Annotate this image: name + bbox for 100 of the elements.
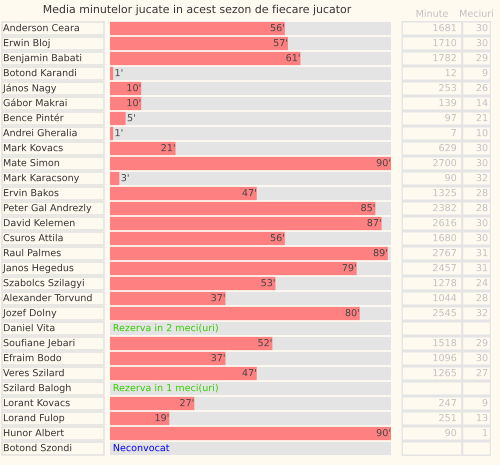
- data-label: 1518: [433, 339, 456, 346]
- y-tick-label: Alexander Torvund: [3, 294, 92, 302]
- y-tick-label: Mate Simon: [4, 158, 60, 166]
- y-tick-label: Jozef Dolny: [2, 308, 56, 318]
- bar: [110, 126, 114, 140]
- data-label: 2457: [433, 264, 456, 272]
- data-label: 90': [376, 429, 390, 436]
- y-tick-label: Gábor Makrai: [4, 98, 66, 106]
- data-label: 2545: [433, 309, 456, 316]
- data-label: 1': [116, 69, 122, 76]
- data-label: 9: [482, 399, 488, 406]
- data-label: 251: [439, 414, 456, 422]
- y-tick-label: Veres Szilard: [3, 368, 64, 376]
- data-label: 30: [476, 354, 488, 362]
- y-tick-label: Efraim Bodo: [4, 354, 62, 362]
- data-label: 1680: [433, 234, 456, 242]
- data-label: 1044: [433, 294, 456, 302]
- text: Meciuri: [460, 10, 493, 17]
- data-label: 9: [482, 69, 488, 76]
- y-tick-label: János Nagy: [2, 84, 56, 94]
- data-label: 57': [274, 39, 288, 46]
- data-label: 1681: [433, 24, 456, 32]
- data-label: 2616: [433, 219, 456, 226]
- data-label: 2382: [433, 204, 456, 212]
- y-tick-label: Mark Karacsony: [4, 174, 80, 184]
- data-label: 629: [439, 144, 456, 152]
- y-tick-label: Szabolcs Szilagyi: [4, 278, 84, 288]
- data-label: 37': [211, 354, 225, 362]
- y-tick-label: Andrei Gheralia: [3, 128, 77, 136]
- data-label: 53': [261, 279, 275, 286]
- data-label: 3': [122, 174, 129, 182]
- data-label: 30: [476, 144, 488, 152]
- data-label: 47': [242, 189, 256, 196]
- data-label: 1710: [433, 39, 456, 46]
- data-label: 24: [476, 279, 488, 286]
- bar: [110, 172, 120, 186]
- data-label: 56': [270, 24, 284, 32]
- data-label: 56': [270, 234, 284, 242]
- y-tick-label: Soufiane Jebari: [4, 338, 74, 348]
- data-label: 30: [476, 159, 488, 166]
- data-label: 31: [476, 249, 488, 256]
- y-tick-label: Lorand Fulop: [4, 414, 64, 424]
- data-label: 1096: [433, 354, 456, 362]
- y-tick-label: Benjamin Babati: [4, 54, 82, 64]
- data-label: 21': [161, 144, 175, 152]
- data-label: 87': [367, 219, 381, 226]
- data-label: 2700: [433, 159, 456, 166]
- bar: [110, 412, 170, 426]
- y-tick-label: Erwin Bloj: [4, 38, 50, 48]
- data-label: 32: [476, 174, 488, 182]
- data-label: 85': [361, 204, 374, 212]
- y-tick-label: Ervin Bakos: [4, 188, 58, 196]
- data-label: 31: [476, 264, 488, 272]
- data-label: 1325: [433, 189, 456, 196]
- annotation: Neconvocat: [114, 444, 170, 452]
- bar: [110, 112, 126, 126]
- data-label: 28: [476, 189, 488, 196]
- data-label: 1: [483, 429, 488, 436]
- data-label: 1782: [433, 54, 456, 62]
- y-tick-label: Lorant Kovacs: [4, 399, 70, 406]
- data-label: 139: [440, 99, 456, 106]
- chart-title: Media minutelor jucate in acest sezon de fiecare jucator: [44, 4, 352, 16]
- data-label: 19': [156, 414, 168, 422]
- y-tick-label: Anderson Ceara: [3, 24, 79, 32]
- data-label: 10': [127, 99, 140, 106]
- data-label: 5': [128, 114, 135, 122]
- y-tick-label: Janos Hegedus: [2, 264, 74, 274]
- data-label: 29: [476, 54, 488, 62]
- data-label: 80': [346, 309, 359, 316]
- data-label: 13: [476, 414, 488, 422]
- y-tick-label: Csuros Attila: [4, 234, 63, 242]
- annotation: Rezerva in 1 meci(uri): [114, 384, 218, 392]
- data-label: 97: [445, 114, 456, 122]
- y-tick-label: Peter Gal Andrezly: [4, 204, 92, 214]
- data-label: 1265: [433, 369, 456, 376]
- data-label: 61': [286, 54, 300, 62]
- data-label: 28: [476, 294, 488, 302]
- data-label: 12: [446, 69, 456, 76]
- bar: [110, 142, 176, 156]
- data-label: 26: [476, 84, 488, 92]
- data-label: 47': [242, 369, 256, 376]
- data-label: 30: [476, 24, 488, 32]
- data-label: 30: [476, 234, 488, 242]
- data-label: 90: [445, 174, 456, 182]
- data-label: 30: [476, 39, 488, 46]
- y-tick-label: Botond Karandi: [4, 68, 76, 76]
- data-label: 32: [476, 309, 488, 316]
- bar: [110, 246, 388, 260]
- bar: [110, 82, 142, 96]
- y-tick-label: Bence Pintér: [4, 113, 64, 122]
- data-label: 90: [445, 429, 456, 436]
- bar: [110, 96, 142, 110]
- y-tick-label: Botond Szondi: [4, 444, 72, 452]
- y-tick-label: Daniel Vita: [4, 324, 54, 332]
- data-label: 10: [476, 129, 488, 136]
- data-label: 1': [116, 129, 122, 136]
- data-label: 27: [476, 369, 488, 376]
- data-label: 29: [476, 339, 488, 346]
- y-tick-label: Szilard Balogh: [4, 384, 71, 394]
- y-tick-label: Raul Palmes: [4, 248, 61, 256]
